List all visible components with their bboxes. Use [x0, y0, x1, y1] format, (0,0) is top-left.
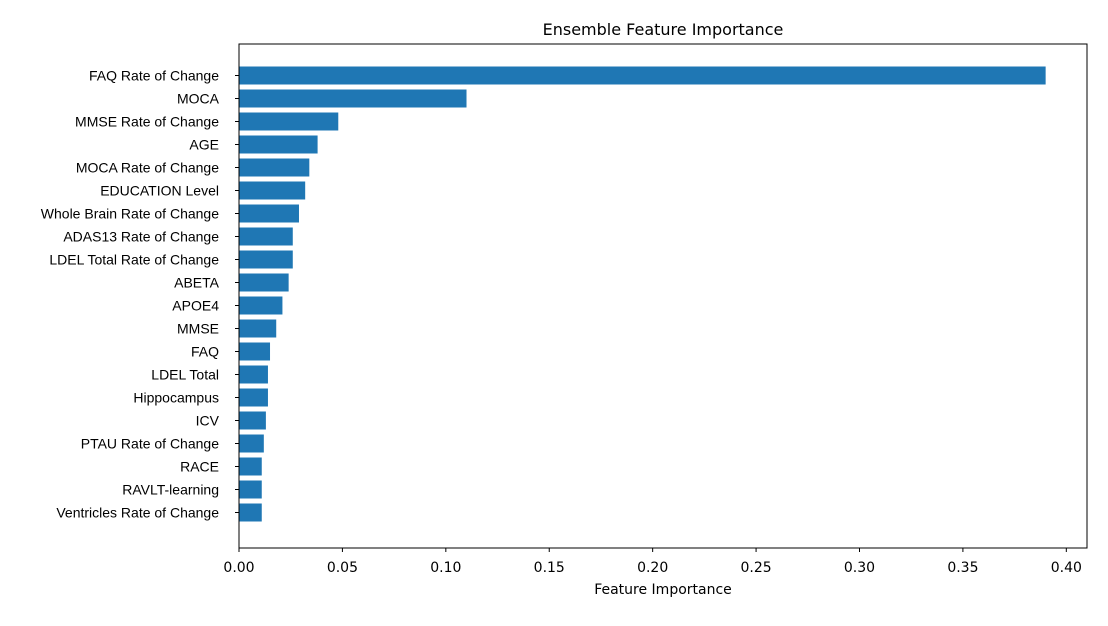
bar [239, 365, 268, 384]
y-tick-label: ADAS13 Rate of Change [63, 228, 219, 244]
y-tick-label: Whole Brain Rate of Change [41, 205, 219, 221]
y-tick-label: RACE [180, 458, 219, 474]
x-axis-label: Feature Importance [594, 582, 732, 598]
x-tick-label: 0.30 [844, 560, 875, 576]
y-tick-label: FAQ Rate of Change [89, 67, 219, 83]
y-tick-label: EDUCATION Level [100, 182, 219, 198]
y-tick-label: MMSE [177, 320, 219, 336]
x-axis-ticks: 0.00 0.05 0.10 0.15 0.20 0.25 0.30 0.35 0.40 [223, 548, 1082, 576]
bars-group [239, 66, 1046, 522]
bar [239, 89, 467, 108]
y-tick-label: Hippocampus [133, 389, 219, 405]
y-tick-label: RAVLT-learning [122, 481, 219, 497]
bar [239, 250, 293, 269]
bar [239, 227, 293, 246]
x-tick-label: 0.10 [430, 560, 461, 576]
x-tick-label: 0.40 [1051, 560, 1082, 576]
bar [239, 112, 339, 131]
bar [239, 181, 306, 200]
bar [239, 480, 262, 499]
bar [239, 411, 266, 430]
y-tick-label: ICV [196, 412, 220, 428]
bar [239, 503, 262, 522]
x-tick-label: 0.15 [534, 560, 565, 576]
y-tick-label: MOCA Rate of Change [76, 159, 219, 175]
y-tick-label: MMSE Rate of Change [75, 113, 219, 129]
y-tick-label: PTAU Rate of Change [81, 435, 219, 451]
bar [239, 204, 299, 223]
bar [239, 158, 310, 177]
plot-frame [238, 43, 1088, 549]
x-tick-label: 0.35 [947, 560, 978, 576]
bar [239, 135, 318, 154]
bar [239, 457, 262, 476]
y-tick-label: AGE [189, 136, 219, 152]
y-tick-label: ABETA [174, 274, 220, 290]
chart-title: Ensemble Feature Importance [543, 20, 784, 39]
y-tick-label: MOCA [177, 90, 220, 106]
x-tick-label: 0.25 [740, 560, 771, 576]
x-tick-label: 0.00 [223, 560, 254, 576]
bar [239, 66, 1046, 85]
x-tick-label: 0.05 [327, 560, 358, 576]
bar [239, 388, 268, 407]
y-tick-label: APOE4 [172, 297, 219, 313]
bar [239, 273, 289, 292]
bar [239, 342, 271, 361]
y-tick-label: FAQ [191, 343, 219, 359]
y-tick-label: Ventricles Rate of Change [56, 504, 219, 520]
bar [239, 434, 264, 453]
y-tick-label: LDEL Total [151, 366, 219, 382]
bar [239, 296, 283, 315]
y-axis-ticks: FAQ Rate of Change MOCA MMSE Rate of Chang… [41, 67, 239, 520]
y-tick-label: LDEL Total Rate of Change [49, 251, 219, 267]
x-tick-label: 0.20 [637, 560, 668, 576]
bar [239, 319, 277, 338]
